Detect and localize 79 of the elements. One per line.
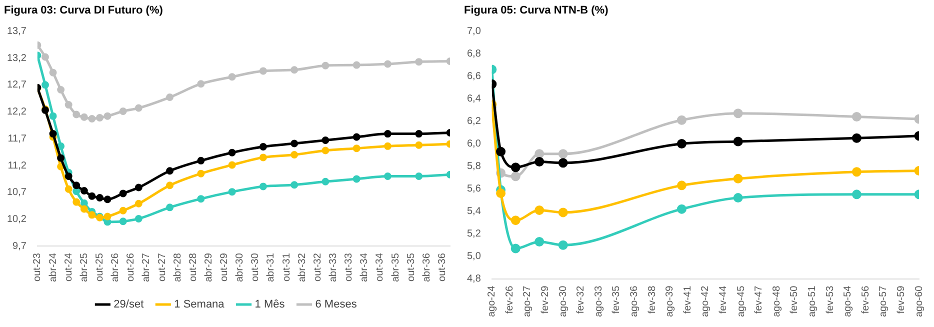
x-tick-label: fev-41 — [682, 285, 694, 314]
x-tick-label: abr-30 — [234, 252, 246, 282]
x-tick-label: fev-29 — [540, 285, 552, 314]
y-tick-label: 11,2 — [8, 160, 27, 172]
x-tick-label: ago-27 — [522, 285, 534, 318]
x-tick-label: ago-54 — [842, 285, 854, 318]
y-tick-label: 10,2 — [6, 214, 27, 225]
x-tick-label: fev-32 — [576, 285, 587, 314]
x-tick-label: out-26 — [126, 252, 137, 282]
chart-title: Figura 03: Curva DI Futuro (%) — [4, 4, 164, 17]
x-tick-label: out-35 — [406, 252, 417, 282]
x-tick-label: ago-57 — [878, 285, 890, 318]
x-tick-label: ago-45 — [736, 285, 747, 318]
legend-label: 29/set — [114, 298, 144, 311]
y-tick-label: 11,7 — [8, 133, 27, 144]
x-tick-label: out-36 — [436, 252, 448, 282]
x-tick-label: ago-39 — [664, 285, 676, 318]
y-tick-label: 13,2 — [6, 52, 27, 64]
y-tick-label: 5,4 — [466, 206, 482, 218]
x-tick-label: out-29 — [219, 252, 230, 282]
chart-title: Figura 05: Curva NTN-B (%) — [464, 4, 609, 17]
x-tick-label: fev-44 — [718, 285, 729, 314]
x-tick-label: fev-56 — [860, 285, 872, 314]
x-tick-label: abr-33 — [328, 252, 339, 282]
x-tick-label: abr-34 — [359, 252, 370, 282]
x-tick-label: ago-51 — [806, 285, 818, 318]
x-tick-label: fev-35 — [611, 285, 622, 314]
x-tick-label: out-32 — [312, 252, 324, 282]
x-tick-label: ago-48 — [771, 285, 782, 318]
x-tick-label: out-34 — [374, 252, 386, 282]
y-tick-label: 10,7 — [6, 187, 27, 198]
x-tick-label: out-27 — [156, 252, 168, 282]
x-tick-label: out-31 — [281, 252, 292, 282]
y-tick-label: 5,8 — [466, 161, 482, 172]
x-tick-label: abr-25 — [78, 252, 90, 282]
y-tick-label: 5,0 — [466, 251, 482, 262]
legend-label: 1 Mês — [254, 298, 286, 311]
legend-label: 1 Semana — [174, 298, 226, 311]
x-tick-label: abr-35 — [390, 252, 402, 282]
y-tick-label: 4,8 — [466, 274, 482, 285]
y-tick-label: 6,0 — [466, 138, 482, 150]
x-tick-label: fev-53 — [824, 285, 836, 314]
y-tick-label: 5,6 — [466, 184, 482, 195]
y-tick-label: 6,8 — [466, 48, 482, 60]
x-tick-label: out-33 — [344, 252, 355, 282]
x-tick-label: ago-42 — [700, 285, 712, 318]
y-tick-label: 7,0 — [466, 26, 482, 37]
x-tick-label: ago-30 — [558, 285, 569, 318]
x-tick-label: ago-33 — [593, 285, 604, 318]
x-tick-label: abr-32 — [296, 252, 308, 282]
x-tick-label: abr-29 — [203, 252, 214, 282]
x-tick-label: fev-38 — [646, 285, 658, 314]
x-tick-label: abr-31 — [266, 252, 277, 282]
x-tick-label: fev-47 — [754, 285, 765, 314]
y-tick-label: 6,6 — [466, 70, 482, 82]
y-tick-label: 13,7 — [6, 26, 27, 37]
x-tick-label: ago-24 — [486, 285, 498, 318]
y-tick-label: 9,7 — [12, 240, 27, 252]
x-tick-label: fev-50 — [789, 285, 800, 314]
x-tick-label: ago-36 — [629, 285, 640, 318]
x-tick-label: out-23 — [32, 252, 44, 282]
x-tick-label: ago-60 — [914, 285, 925, 318]
x-tick-label: out-28 — [188, 252, 199, 282]
x-tick-label: abr-36 — [421, 252, 432, 282]
x-tick-label: fev-59 — [896, 285, 907, 314]
x-tick-label: abr-28 — [172, 252, 184, 282]
y-tick-label: 12,2 — [6, 106, 27, 118]
y-tick-label: 6,4 — [466, 93, 482, 104]
x-tick-label: fev-26 — [504, 285, 516, 314]
x-tick-label: out-25 — [94, 252, 106, 282]
y-tick-label: 6,2 — [466, 116, 482, 128]
y-tick-label: 5,2 — [466, 228, 482, 240]
x-tick-label: abr-27 — [141, 252, 152, 282]
x-tick-label: out-24 — [63, 252, 74, 282]
y-tick-label: 12,7 — [6, 80, 27, 91]
x-tick-label: abr-26 — [110, 252, 122, 282]
legend-label: 6 Meses — [315, 298, 358, 311]
x-tick-label: out-30 — [250, 252, 262, 282]
x-tick-label: abr-24 — [48, 252, 59, 282]
